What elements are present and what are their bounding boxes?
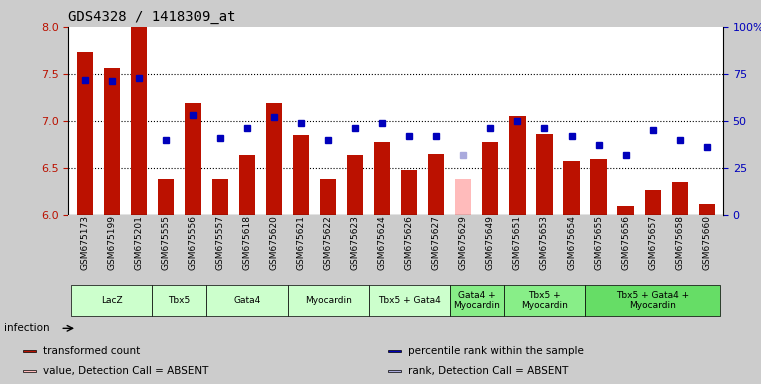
Bar bbox=[563, 161, 580, 215]
Bar bbox=[239, 155, 255, 215]
Text: GSM675624: GSM675624 bbox=[377, 215, 387, 270]
Bar bbox=[591, 159, 607, 215]
Text: Myocardin: Myocardin bbox=[304, 296, 352, 305]
Bar bbox=[68, 215, 723, 284]
Text: Gata4 +
Myocardin: Gata4 + Myocardin bbox=[454, 291, 500, 310]
Bar bbox=[699, 204, 715, 215]
Bar bbox=[23, 370, 36, 372]
Text: transformed count: transformed count bbox=[43, 346, 140, 356]
Bar bbox=[509, 116, 526, 215]
Bar bbox=[206, 285, 288, 316]
Text: GSM675653: GSM675653 bbox=[540, 215, 549, 270]
Text: Tbx5 + Gata4: Tbx5 + Gata4 bbox=[378, 296, 441, 305]
Bar bbox=[152, 285, 206, 316]
Text: GSM675627: GSM675627 bbox=[431, 215, 441, 270]
Text: GSM675622: GSM675622 bbox=[323, 215, 333, 270]
Text: GSM675649: GSM675649 bbox=[486, 215, 495, 270]
Text: Tbx5: Tbx5 bbox=[168, 296, 190, 305]
Bar bbox=[72, 285, 152, 316]
Text: GSM675557: GSM675557 bbox=[215, 215, 224, 270]
Bar bbox=[374, 142, 390, 215]
Text: GSM675623: GSM675623 bbox=[351, 215, 360, 270]
Text: GSM675618: GSM675618 bbox=[243, 215, 251, 270]
Text: GDS4328 / 1418309_at: GDS4328 / 1418309_at bbox=[68, 10, 236, 25]
Bar bbox=[455, 179, 472, 215]
Bar bbox=[158, 179, 174, 215]
Bar bbox=[293, 135, 309, 215]
Bar bbox=[388, 370, 401, 372]
Bar bbox=[450, 285, 504, 316]
Bar bbox=[103, 68, 120, 215]
Bar bbox=[504, 285, 585, 316]
Bar bbox=[645, 190, 661, 215]
Text: GSM675555: GSM675555 bbox=[161, 215, 170, 270]
Bar bbox=[288, 285, 368, 316]
Bar bbox=[368, 285, 450, 316]
Text: GSM675199: GSM675199 bbox=[107, 215, 116, 270]
Bar bbox=[131, 27, 147, 215]
Bar bbox=[388, 350, 401, 352]
Bar bbox=[671, 182, 688, 215]
Text: GSM675660: GSM675660 bbox=[702, 215, 712, 270]
Text: GSM675655: GSM675655 bbox=[594, 215, 603, 270]
Bar bbox=[347, 155, 363, 215]
Text: infection: infection bbox=[5, 323, 49, 333]
Bar bbox=[428, 154, 444, 215]
Text: GSM675173: GSM675173 bbox=[80, 215, 89, 270]
Bar bbox=[23, 350, 36, 352]
Text: Gata4: Gata4 bbox=[234, 296, 260, 305]
Bar bbox=[401, 170, 417, 215]
Bar bbox=[320, 179, 336, 215]
Bar bbox=[537, 134, 552, 215]
Text: percentile rank within the sample: percentile rank within the sample bbox=[408, 346, 584, 356]
Text: GSM675626: GSM675626 bbox=[405, 215, 414, 270]
Text: Tbx5 + Gata4 +
Myocardin: Tbx5 + Gata4 + Myocardin bbox=[616, 291, 689, 310]
Bar bbox=[212, 179, 228, 215]
Text: GSM675656: GSM675656 bbox=[621, 215, 630, 270]
Text: value, Detection Call = ABSENT: value, Detection Call = ABSENT bbox=[43, 366, 209, 376]
Bar bbox=[185, 103, 201, 215]
Text: GSM675654: GSM675654 bbox=[567, 215, 576, 270]
Text: GSM675658: GSM675658 bbox=[675, 215, 684, 270]
Bar bbox=[585, 285, 720, 316]
Text: GSM675556: GSM675556 bbox=[189, 215, 197, 270]
Text: GSM675651: GSM675651 bbox=[513, 215, 522, 270]
Text: GSM675201: GSM675201 bbox=[134, 215, 143, 270]
Text: GSM675621: GSM675621 bbox=[297, 215, 306, 270]
Text: Tbx5 +
Myocardin: Tbx5 + Myocardin bbox=[521, 291, 568, 310]
Text: LacZ: LacZ bbox=[101, 296, 123, 305]
Bar bbox=[482, 142, 498, 215]
Text: GSM675629: GSM675629 bbox=[459, 215, 468, 270]
Bar bbox=[77, 52, 93, 215]
Text: GSM675620: GSM675620 bbox=[269, 215, 279, 270]
Text: GSM675657: GSM675657 bbox=[648, 215, 658, 270]
Text: rank, Detection Call = ABSENT: rank, Detection Call = ABSENT bbox=[408, 366, 568, 376]
Bar bbox=[617, 206, 634, 215]
Bar bbox=[266, 103, 282, 215]
